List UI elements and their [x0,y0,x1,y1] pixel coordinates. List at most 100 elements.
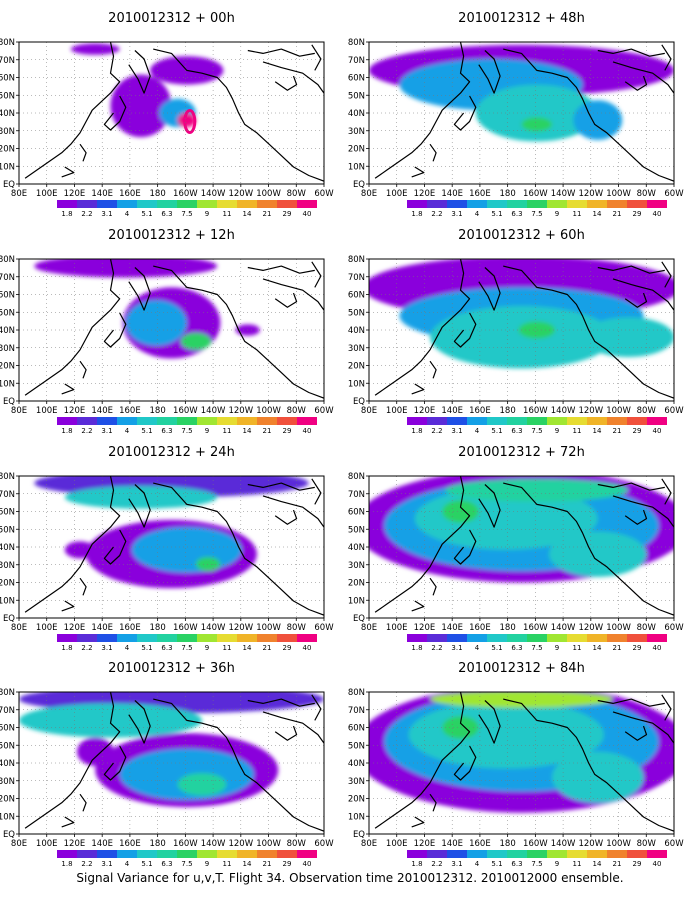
coastlines [374,259,674,399]
lon-label: 140E [91,406,113,416]
lat-label: 20N [348,579,365,589]
lat-label: 70N [348,56,365,66]
colorbar-label: 2.2 [431,644,442,652]
colorbar-label: 3.1 [101,860,112,868]
colorbar-label: 2.2 [81,644,92,652]
colorbar-swatch [487,634,507,642]
colorbar-swatch [587,200,607,208]
lon-label: 160E [469,839,491,849]
lat-label: EQ [3,397,15,407]
signal-contour [180,332,212,350]
lat-label: 50N [0,91,15,101]
lon-label: 60W [314,406,334,416]
lon-label: 160W [173,623,198,633]
colorbar-swatch [507,200,527,208]
lon-label: 160E [119,839,141,849]
coastline [624,292,648,308]
colorbar-swatch [137,850,157,858]
colorbar-swatch [277,850,297,858]
colorbar-swatch [487,417,507,425]
lon-label: 100E [386,623,408,633]
colorbar-swatch [527,850,547,858]
lon-label: 140W [551,839,576,849]
signal-contour [548,531,647,577]
colorbar-swatch [77,417,97,425]
colorbar-label: 4 [125,644,130,652]
colorbar-swatch [197,417,217,425]
panel-title: 2010012312 + 12h [108,228,235,243]
colorbar-label: 29 [633,860,642,868]
colorbar: 1.8 2.2 3.1 4 5.1 6.3 7.5 9 11 14 21 29 40 [407,634,667,652]
colorbar-swatch [447,634,467,642]
coastline [597,698,665,707]
colorbar-swatch [97,200,117,208]
colorbar-label: 14 [243,427,252,435]
signal-contour [34,259,218,278]
lat-label: 80N [0,38,15,48]
lat-label: 10N [0,596,15,606]
colorbar-swatch [157,200,177,208]
colorbar: 1.8 2.2 3.1 4 5.1 6.3 7.5 9 11 14 21 29 40 [57,634,317,652]
colorbar-swatch [57,417,77,425]
colorbar-label: 29 [283,860,292,868]
figure-caption: Signal Variance for u,v,T. Flight 34. Ob… [76,871,624,885]
lat-label: EQ [3,180,15,190]
lat-label: 30N [348,777,365,787]
colorbar-swatch [257,634,277,642]
colorbar-swatch [547,634,567,642]
coastline [79,577,87,596]
colorbar-label: 40 [653,860,662,868]
lat-label: 10N [0,162,15,172]
colorbar-label: 5.1 [491,644,502,652]
lat-label: 60N [0,508,15,518]
coastline [247,265,315,274]
lon-label: 80E [361,406,377,416]
signal-contour [76,737,114,766]
colorbar-label: 5.1 [491,860,502,868]
map-panel: 2010012312 + 24h 80N 70N 60N 50N 40N 30N 20N 10N… [0,445,334,652]
coastlines [24,259,324,399]
colorbar-label: 1.8 [61,210,72,218]
colorbar-swatch [627,417,647,425]
coastline [374,476,471,613]
colorbar-swatch [237,850,257,858]
colorbar-label: 5.1 [491,427,502,435]
colorbar: 1.8 2.2 3.1 4 5.1 6.3 7.5 9 11 14 21 29 40 [407,417,667,435]
colorbar-swatch [567,850,587,858]
colorbar-swatch [77,200,97,208]
colorbar-swatch [487,850,507,858]
colorbar-label: 2.2 [81,210,92,218]
map-panel: 2010012312 + 84h 80N 70N 60N 50N 40N 30N 20N 10N… [348,661,684,868]
lon-label: 100E [36,189,58,199]
colorbar-label: 3.1 [451,644,462,652]
colorbar-label: 6.3 [511,210,522,218]
lat-label: EQ [3,614,15,624]
signal-contour [64,541,96,559]
colorbar-swatch [527,417,547,425]
lat-label: 20N [0,145,15,155]
lon-label: 140W [201,406,226,416]
lat-label: 30N [348,344,365,354]
colorbar-swatch [547,417,567,425]
lat-label: 30N [348,561,365,571]
lat-label: 40N [348,109,365,119]
graticule [19,42,324,184]
coastline [61,600,75,612]
lon-label: 80E [361,623,377,633]
signal-max-contour [183,109,197,135]
graticule [19,259,324,401]
colorbar: 1.8 2.2 3.1 4 5.1 6.3 7.5 9 11 14 21 29 40 [407,200,667,218]
colorbar-label: 29 [283,644,292,652]
colorbar-label: 7.5 [531,860,542,868]
lon-label: 100E [36,406,58,416]
lon-label: 100W [606,623,631,633]
lat-label: 40N [0,109,15,119]
coastline [79,793,87,812]
lat-label: 60N [348,508,365,518]
lat-label: 70N [0,490,15,500]
colorbar-label: 21 [613,210,622,218]
coastline [128,267,151,311]
lat-label: 40N [348,759,365,769]
colorbar-label: 40 [653,210,662,218]
